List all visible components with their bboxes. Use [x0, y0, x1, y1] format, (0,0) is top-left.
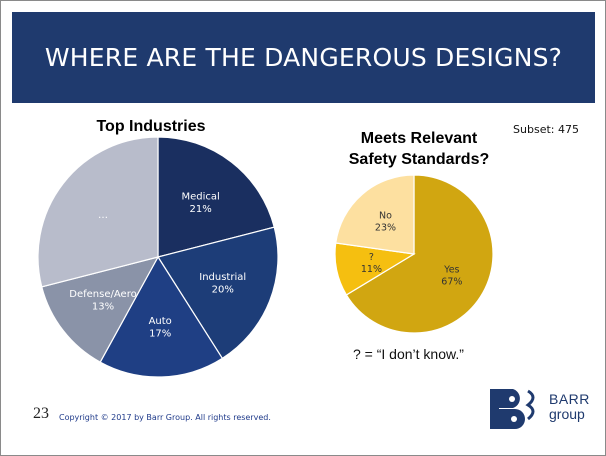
safety-slice-yes [345, 174, 494, 334]
industries-chart-title: Top Industries [96, 118, 206, 135]
industries-slice-industrial [157, 226, 279, 360]
safety-slice-no [335, 174, 415, 255]
title-bar: WHERE ARE THE DANGEROUS DESIGNS? [12, 12, 595, 103]
logo-word-group: group [549, 406, 585, 422]
page-number: 23 [33, 405, 49, 422]
industries-slice-label: Defense/Aero 13% [69, 289, 136, 313]
industries-slice-defense-aero [41, 256, 160, 363]
safety-chart-title: Meets Relevant Safety Standards? [319, 128, 519, 170]
safety-pie: Yes 67% ? 11% No 23% [334, 174, 494, 334]
industries-slice-other [37, 136, 159, 288]
safety-slice-label: ? 11% [361, 252, 382, 275]
industries-slice-label: Auto 17% [149, 316, 172, 340]
industries-slice-label: Medical 21% [182, 191, 220, 215]
industries-slice-label: Industrial 20% [199, 272, 246, 296]
logo-word-barr: BARR [549, 391, 590, 407]
subset-label: Subset: 475 [513, 123, 579, 136]
slide-title: WHERE ARE THE DANGEROUS DESIGNS? [44, 43, 563, 72]
industries-slice-auto [99, 255, 224, 378]
safety-slice-label: Yes 67% [441, 265, 462, 288]
industries-pie: Medical 21% Industrial 20% Auto 17% Defense/Ae… [37, 136, 279, 378]
industries-slice-label: … [98, 210, 108, 221]
safety-slice-label: No 23% [375, 211, 396, 234]
industries-slice-medical [157, 136, 275, 258]
barr-group-logo-icon [490, 389, 535, 429]
unknown-footnote: ? = “I don’t know.” [353, 346, 464, 362]
safety-title-line: Meets Relevant Safety Standards? [348, 130, 490, 168]
copyright-text: Copyright © 2017 by Barr Group. All righ… [59, 413, 271, 422]
